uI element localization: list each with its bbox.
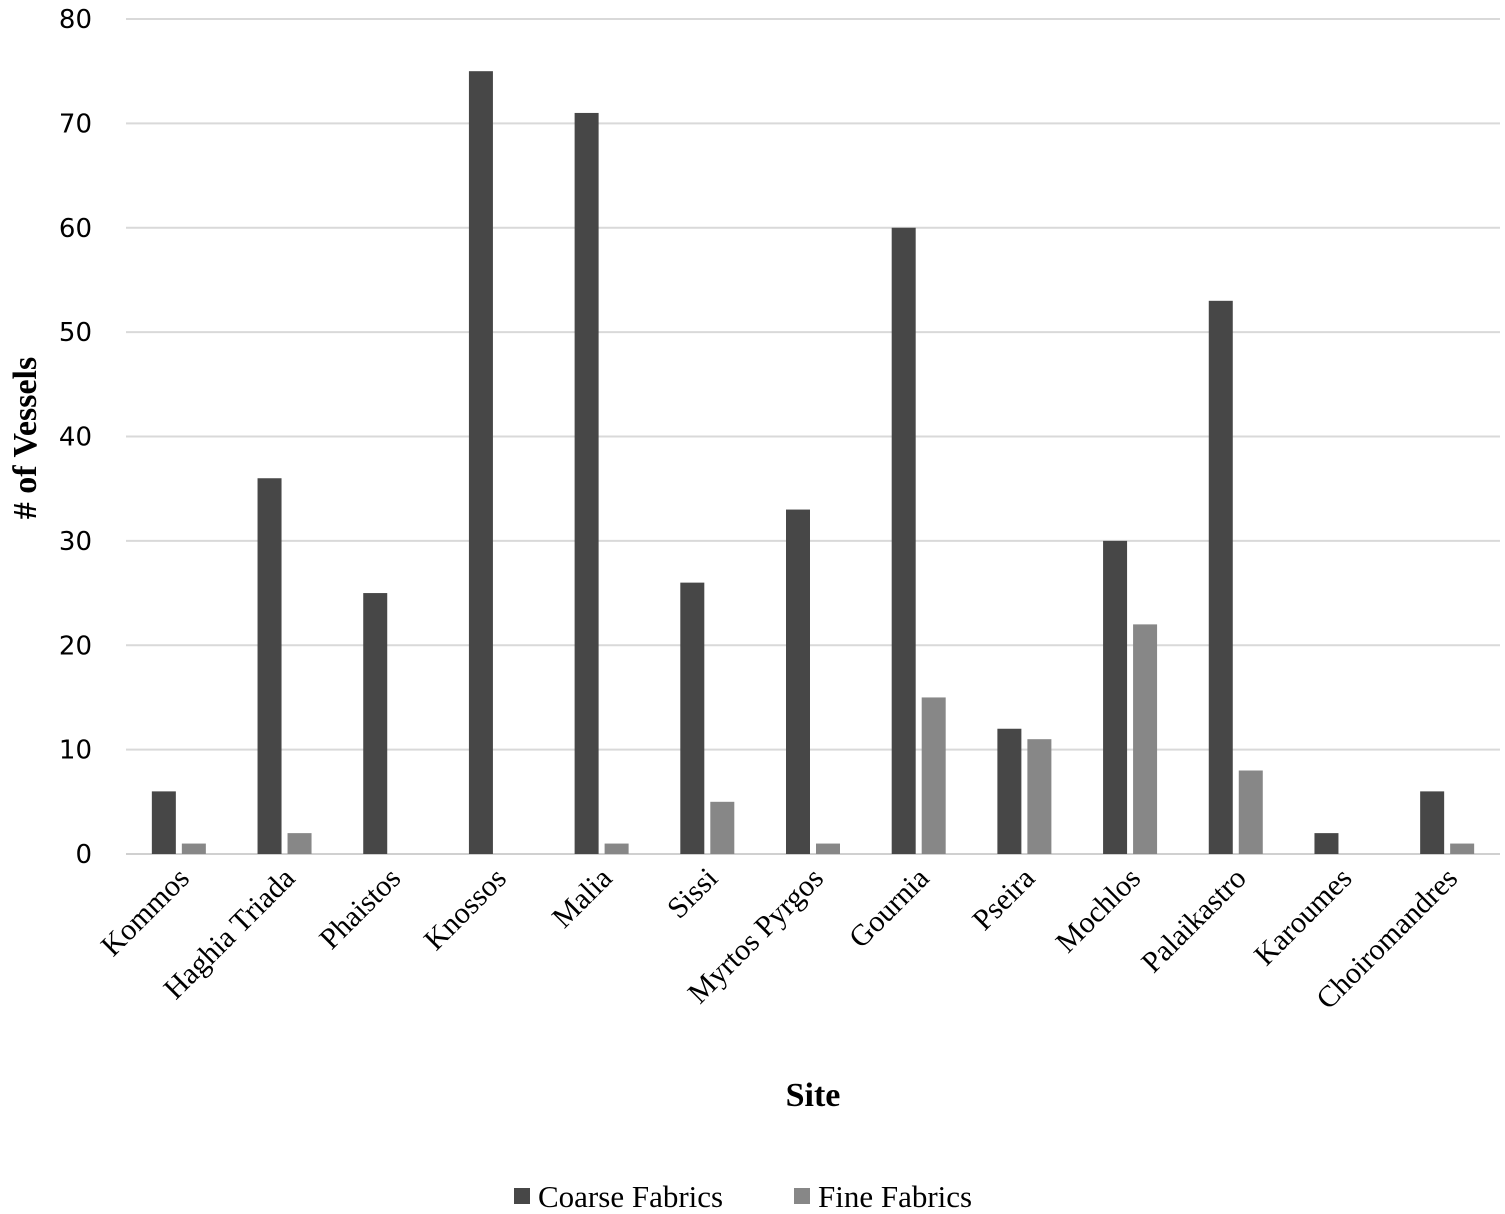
- y-tick-label: 30: [59, 527, 92, 557]
- legend-swatch: [514, 1188, 530, 1204]
- bar-coarse-kommos: [151, 791, 176, 854]
- y-tick-label: 80: [59, 5, 92, 35]
- bar-coarse-pseira: [997, 728, 1022, 854]
- x-category-label: Palaikastro: [1135, 862, 1253, 980]
- y-tick-label: 20: [59, 631, 92, 661]
- y-tick-label: 40: [59, 423, 92, 453]
- x-category-label: Phaistos: [313, 862, 407, 956]
- bar-coarse-choiromandres: [1420, 791, 1445, 854]
- bar-coarse-phaistos: [363, 593, 388, 854]
- legend: Coarse Fabrics Fine Fabrics: [514, 1179, 972, 1214]
- bar-coarse-myrtos-pyrgos: [786, 509, 810, 854]
- bar-coarse-malia: [574, 112, 599, 854]
- bar-coarse-gournia: [891, 227, 916, 854]
- legend-label: Coarse Fabrics: [538, 1179, 723, 1214]
- bar-fine-haghia-triada: [287, 833, 312, 854]
- y-tick-label: 0: [75, 840, 92, 870]
- x-category-label: Gournia: [843, 862, 936, 955]
- bar-fine-palaikastro: [1238, 770, 1263, 854]
- x-axis-title: Site: [786, 1077, 841, 1114]
- bar-fine-mochlos: [1133, 624, 1158, 854]
- bar-fine-gournia: [921, 697, 946, 854]
- bars: [151, 71, 1475, 854]
- x-category-label: Kommos: [95, 862, 196, 963]
- x-category-label: Sissi: [661, 862, 724, 925]
- y-axis-title: # of Vessels: [7, 357, 44, 519]
- x-category-label: Pseira: [966, 862, 1041, 937]
- bar-fine-pseira: [1027, 739, 1052, 854]
- y-tick-label: 50: [59, 318, 92, 348]
- bar-coarse-karoumes: [1314, 833, 1339, 854]
- bar-coarse-sissi: [680, 582, 705, 854]
- y-tick-label: 10: [59, 736, 92, 766]
- x-category-label: Mochlos: [1049, 862, 1147, 960]
- bar-fine-malia: [604, 843, 629, 854]
- gridlines: [126, 18, 1500, 855]
- y-tick-label: 60: [59, 214, 92, 244]
- x-category-label: Karoumes: [1248, 862, 1359, 973]
- legend-label: Fine Fabrics: [818, 1179, 972, 1214]
- legend-swatch: [794, 1188, 810, 1204]
- bar-coarse-haghia-triada: [257, 478, 282, 854]
- bar-fine-kommos: [181, 843, 206, 854]
- y-axis-ticks: 0 10 20 30 40 50 60 70 80: [59, 5, 92, 870]
- bar-coarse-knossos: [468, 71, 493, 854]
- bar-fine-choiromandres: [1450, 843, 1475, 854]
- bar-fine-sissi: [710, 801, 735, 854]
- bar-fine-myrtos-pyrgos: [816, 843, 840, 854]
- bar-coarse-mochlos: [1103, 540, 1128, 854]
- bar-coarse-palaikastro: [1208, 300, 1233, 854]
- x-category-label: Malia: [546, 862, 619, 935]
- x-category-label: Knossos: [418, 862, 513, 957]
- y-tick-label: 70: [59, 109, 92, 139]
